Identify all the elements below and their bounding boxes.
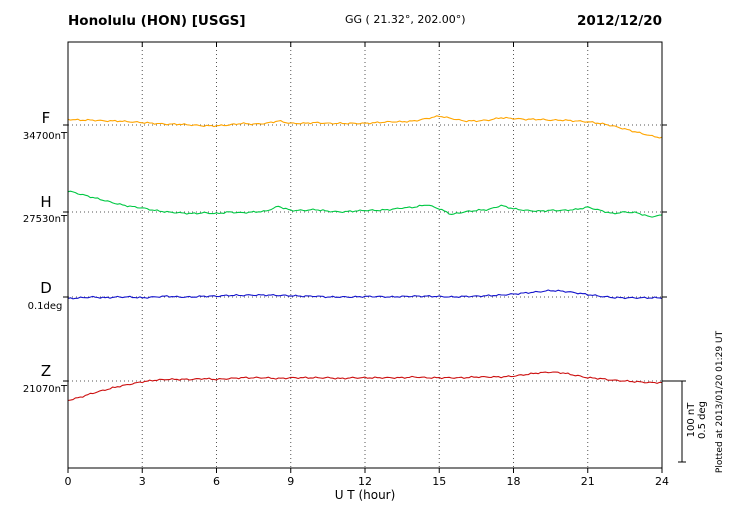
trace-H: [67, 190, 662, 218]
x-tick-label: 9: [287, 475, 294, 488]
date-label: 2012/12/20: [577, 13, 662, 29]
trace-D: [67, 289, 663, 300]
x-tick-label: 18: [507, 475, 521, 488]
x-tick-label: 12: [358, 475, 372, 488]
channel-D-label: D: [40, 279, 52, 297]
channel-F-baseline-value: 34700nT: [23, 131, 68, 142]
channel-H-label: H: [40, 193, 51, 211]
channel-D-baseline-value: 0.1deg: [28, 301, 63, 312]
x-axis-label: U T (hour): [335, 488, 396, 502]
traces: [67, 115, 663, 402]
x-tick-label: 0: [65, 475, 72, 488]
trace-Z: [67, 371, 663, 402]
plotted-at-note: Plotted at 2013/01/20 01:29 UT: [715, 330, 725, 473]
scale-bar-deg-label: 0.5 deg: [697, 401, 708, 439]
axis-ticks: 0 3 6 9 12 15 18 21 24: [63, 42, 669, 488]
channel-F-label: F: [42, 109, 51, 127]
channel-Z-label: Z: [41, 362, 51, 380]
x-tick-label: 24: [655, 475, 669, 488]
x-tick-label: 6: [213, 475, 220, 488]
x-tick-label: 3: [139, 475, 146, 488]
channel-Z-baseline-value: 21070nT: [23, 384, 68, 395]
station-title: Honolulu (HON) [USGS]: [68, 13, 246, 29]
channel-H-baseline-value: 27530nT: [23, 214, 68, 225]
trace-F: [67, 115, 663, 139]
scale-bar-nt-label: 100 nT: [686, 402, 697, 438]
x-tick-label: 15: [432, 475, 446, 488]
grid-lines: [68, 42, 662, 468]
x-tick-label: 21: [581, 475, 595, 488]
scale-bar: [662, 380, 686, 463]
geo-coords: GG ( 21.32°, 202.00°): [345, 13, 466, 26]
